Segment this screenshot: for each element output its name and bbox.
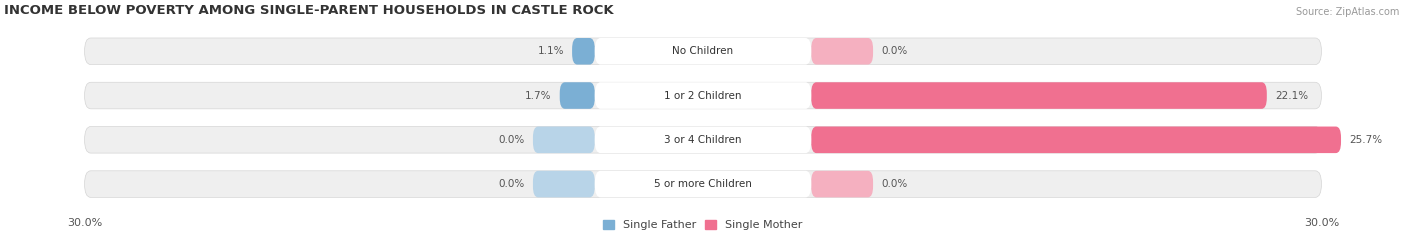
FancyBboxPatch shape bbox=[533, 171, 595, 197]
Text: 22.1%: 22.1% bbox=[1275, 91, 1308, 101]
Text: 0.0%: 0.0% bbox=[499, 179, 524, 189]
Legend: Single Father, Single Mother: Single Father, Single Mother bbox=[603, 220, 803, 230]
Text: 1 or 2 Children: 1 or 2 Children bbox=[664, 91, 742, 101]
FancyBboxPatch shape bbox=[84, 82, 1322, 109]
FancyBboxPatch shape bbox=[811, 38, 873, 65]
FancyBboxPatch shape bbox=[811, 82, 1267, 109]
FancyBboxPatch shape bbox=[560, 82, 595, 109]
Text: INCOME BELOW POVERTY AMONG SINGLE-PARENT HOUSEHOLDS IN CASTLE ROCK: INCOME BELOW POVERTY AMONG SINGLE-PARENT… bbox=[4, 4, 614, 17]
FancyBboxPatch shape bbox=[811, 127, 1341, 153]
Text: 5 or more Children: 5 or more Children bbox=[654, 179, 752, 189]
FancyBboxPatch shape bbox=[84, 171, 1322, 197]
FancyBboxPatch shape bbox=[595, 82, 811, 109]
Text: No Children: No Children bbox=[672, 46, 734, 56]
Text: Source: ZipAtlas.com: Source: ZipAtlas.com bbox=[1295, 7, 1399, 17]
FancyBboxPatch shape bbox=[811, 171, 873, 197]
FancyBboxPatch shape bbox=[595, 127, 811, 153]
Text: 25.7%: 25.7% bbox=[1350, 135, 1382, 145]
Text: 1.7%: 1.7% bbox=[524, 91, 551, 101]
Text: 0.0%: 0.0% bbox=[882, 46, 907, 56]
FancyBboxPatch shape bbox=[595, 171, 811, 197]
FancyBboxPatch shape bbox=[572, 38, 595, 65]
Text: 0.0%: 0.0% bbox=[499, 135, 524, 145]
FancyBboxPatch shape bbox=[595, 38, 811, 65]
Text: 0.0%: 0.0% bbox=[882, 179, 907, 189]
FancyBboxPatch shape bbox=[84, 38, 1322, 65]
FancyBboxPatch shape bbox=[84, 127, 1322, 153]
Text: 3 or 4 Children: 3 or 4 Children bbox=[664, 135, 742, 145]
FancyBboxPatch shape bbox=[533, 127, 595, 153]
Text: 1.1%: 1.1% bbox=[537, 46, 564, 56]
